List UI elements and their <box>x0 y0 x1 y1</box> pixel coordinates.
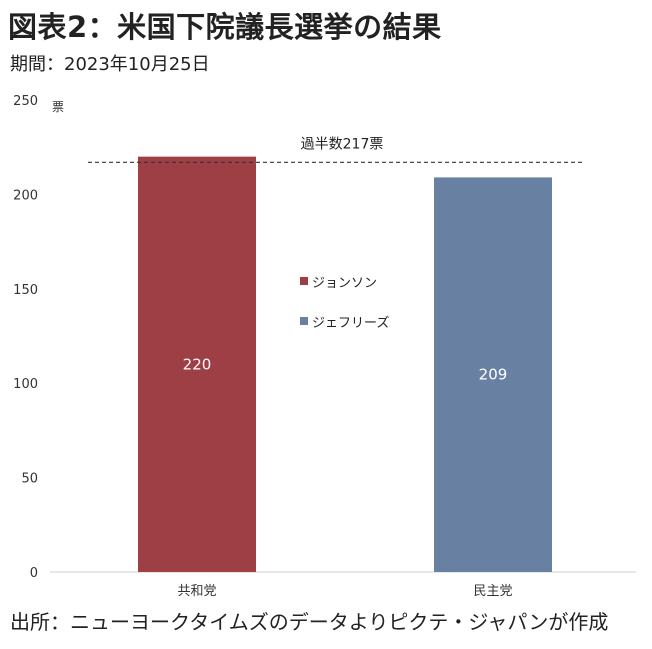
legend-item-jeffries: ジェフリーズ <box>300 312 390 331</box>
majority-label: 過半数217票 <box>301 136 384 152</box>
y-axis-unit-label: 票 <box>52 100 64 114</box>
chart-legend: ジョンソン ジェフリーズ <box>300 272 389 352</box>
chart-title: 図表2：米国下院議長選挙の結果 <box>8 10 442 44</box>
bar-value-label-1: 209 <box>479 366 508 384</box>
x-tick-label-1: 民主党 <box>473 584 512 599</box>
y-tick-label-0: 0 <box>30 566 38 581</box>
y-tick-label-50: 50 <box>21 472 38 487</box>
y-tick-label-200: 200 <box>13 188 38 203</box>
bar-1 <box>434 177 552 572</box>
majority-reference: 過半数217票 <box>88 136 585 163</box>
bar-value-label-0: 220 <box>183 355 212 373</box>
legend-label-jeffries: ジェフリーズ <box>312 315 390 331</box>
y-tick-label-100: 100 <box>13 377 38 392</box>
x-tick-label-0: 共和党 <box>177 584 216 599</box>
chart-period: 期間：2023年10月25日 <box>10 54 210 75</box>
chart-bars: 220 共和党 209 民主党 <box>138 156 552 599</box>
legend-item-johnson: ジョンソン <box>300 272 389 291</box>
bar-0 <box>138 156 256 572</box>
legend-swatch-johnson <box>300 277 308 285</box>
legend-swatch-jeffries <box>300 317 308 325</box>
legend-label-johnson: ジョンソン <box>312 275 378 291</box>
chart-source: 出所：ニューヨークタイムズのデータよりピクテ・ジャパンが作成 <box>10 610 609 634</box>
bar-chart: 0 50 100 150 200 250 票 220 共和党 209 民主党 過半数217票 <box>13 94 636 599</box>
y-tick-label-150: 150 <box>13 283 38 298</box>
y-tick-label-250: 250 <box>13 94 38 109</box>
